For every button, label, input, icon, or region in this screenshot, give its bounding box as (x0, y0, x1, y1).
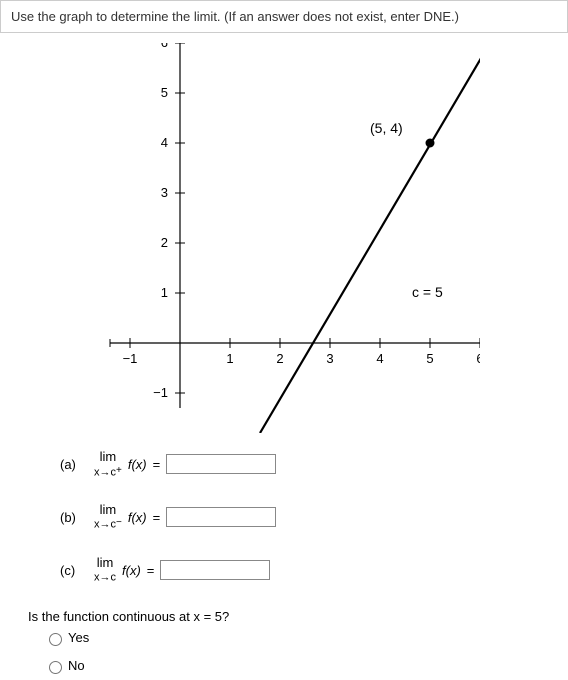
part-a-limit: lim x→c+ (94, 450, 122, 479)
svg-text:5: 5 (426, 351, 433, 366)
lim-text: lim (100, 503, 117, 517)
part-c-input[interactable] (160, 560, 270, 580)
svg-text:(5, 4): (5, 4) (370, 120, 403, 136)
lim-sub: x→c (94, 569, 116, 584)
part-a-row: (a) lim x→c+ f(x) = (60, 450, 568, 479)
answer-parts: (a) lim x→c+ f(x) = (b) lim x→c− f(x) = … (0, 450, 568, 585)
svg-text:−1: −1 (153, 385, 168, 400)
lim-sub-sup: + (116, 465, 122, 476)
part-b-row: (b) lim x→c− f(x) = (60, 503, 568, 532)
part-c-limit: lim x→c (94, 556, 116, 585)
continuity-yes-radio[interactable] (49, 633, 62, 646)
continuity-no-label: No (68, 658, 85, 673)
svg-text:4: 4 (376, 351, 383, 366)
lim-sub-base: x→c (94, 466, 116, 478)
svg-text:2: 2 (276, 351, 283, 366)
lim-sub-sup: − (116, 517, 122, 528)
svg-text:−1: −1 (123, 351, 138, 366)
continuity-question: Is the function continuous at x = 5? (28, 609, 568, 624)
part-a-label: (a) (60, 457, 94, 472)
fx-text: f(x) (122, 563, 141, 578)
svg-text:2: 2 (161, 235, 168, 250)
equals: = (153, 457, 161, 472)
svg-text:3: 3 (326, 351, 333, 366)
svg-text:6: 6 (476, 351, 480, 366)
graph-container: −1123456−1123456xy(5, 4)c = 5 (0, 33, 568, 436)
svg-text:4: 4 (161, 135, 168, 150)
svg-text:3: 3 (161, 185, 168, 200)
svg-text:5: 5 (161, 85, 168, 100)
continuity-yes-label: Yes (68, 630, 89, 645)
lim-sub-base: x→c (94, 519, 116, 531)
lim-sub: x→c− (94, 516, 122, 531)
svg-text:6: 6 (161, 43, 168, 50)
part-b-input[interactable] (166, 507, 276, 527)
part-c-row: (c) lim x→c f(x) = (60, 556, 568, 585)
part-b-label: (b) (60, 510, 94, 525)
lim-sub-base: x→c (94, 572, 116, 584)
svg-text:c = 5: c = 5 (412, 284, 443, 300)
part-b-limit: lim x→c− (94, 503, 122, 532)
continuity-section: Is the function continuous at x = 5? Yes… (0, 609, 568, 680)
lim-sub: x→c+ (94, 464, 122, 479)
svg-text:1: 1 (161, 285, 168, 300)
continuity-yes-row[interactable]: Yes (28, 624, 568, 652)
fx-text: f(x) (128, 510, 147, 525)
equals: = (153, 510, 161, 525)
equals: = (147, 563, 155, 578)
continuity-no-radio[interactable] (49, 661, 62, 674)
limit-graph: −1123456−1123456xy(5, 4)c = 5 (0, 43, 480, 433)
svg-text:1: 1 (226, 351, 233, 366)
fx-text: f(x) (128, 457, 147, 472)
lim-text: lim (100, 450, 117, 464)
part-a-input[interactable] (166, 454, 276, 474)
continuity-no-row[interactable]: No (28, 652, 568, 680)
part-c-label: (c) (60, 563, 94, 578)
lim-text: lim (97, 556, 114, 570)
question-prompt: Use the graph to determine the limit. (I… (0, 0, 568, 33)
